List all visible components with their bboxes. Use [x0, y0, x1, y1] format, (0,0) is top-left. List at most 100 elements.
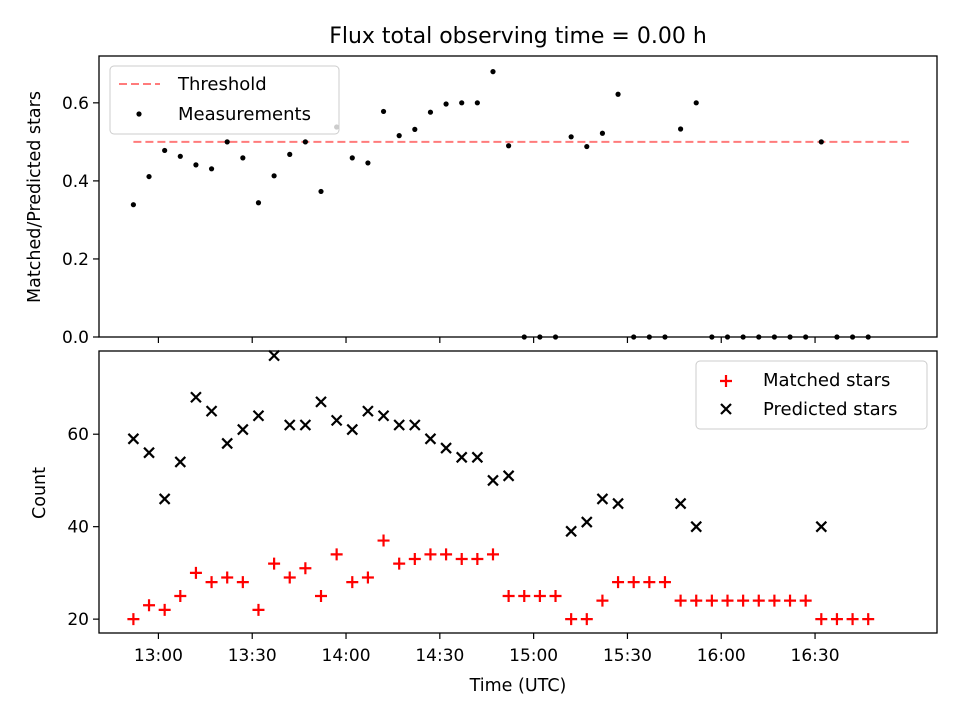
predicted-star-point [283, 419, 296, 431]
matched-star-point [143, 599, 156, 612]
bottom-legend: Matched stars Predicted stars [695, 360, 928, 430]
matched-star-point [252, 603, 265, 616]
predicted-star-point [502, 470, 515, 482]
measurement-point [615, 91, 621, 97]
matched-star-point [549, 590, 562, 603]
bottom-y-axis-ticks: 20 40 60 [67, 425, 99, 630]
measurement-point [568, 134, 574, 140]
top-y-tick-label: 0.0 [62, 328, 89, 348]
matched-star-point [455, 553, 468, 566]
top-axes-frame [98, 55, 938, 338]
matched-star-point [580, 613, 593, 626]
predicted-star-point [455, 451, 468, 464]
predicted-star-point [409, 419, 421, 431]
matched-star-point [221, 571, 234, 584]
chart-title: Flux total observing time = 0.00 h [329, 24, 707, 49]
bottom-legend-box [695, 360, 928, 430]
bottom-axes-frame [98, 350, 938, 634]
predicted-star-point [424, 433, 437, 445]
bottom-x-tick-label: 13:00 [134, 646, 183, 666]
measurement-point [240, 155, 246, 161]
matched-star-point [440, 548, 453, 561]
predicted-star-point [205, 405, 218, 417]
predicted-stars-points [127, 349, 828, 538]
measurement-point [412, 126, 418, 132]
matched-star-point [846, 613, 859, 626]
predicted-star-point [252, 409, 265, 422]
predicted-star-point [143, 446, 155, 459]
predicted-star-point [596, 493, 609, 505]
predicted-star-point [221, 437, 233, 450]
predicted-star-point [268, 349, 280, 362]
bottom-x-tick-label: 14:00 [322, 646, 371, 666]
matched-star-point [830, 613, 843, 626]
bottom-x-tick-label: 16:30 [791, 646, 840, 666]
predicted-star-point [299, 419, 312, 431]
matched-star-point [674, 594, 687, 607]
measurement-point [146, 173, 152, 180]
matched-star-point [471, 553, 484, 566]
measurement-point [365, 160, 371, 166]
predicted-star-point [127, 433, 140, 445]
bottom-x-tick-label: 15:00 [509, 646, 558, 666]
matched-stars-points [127, 534, 875, 626]
predicted-star-point [237, 423, 249, 436]
measurement-point [459, 100, 465, 106]
top-legend-box [109, 65, 340, 135]
matched-star-point [205, 576, 218, 589]
measurement-point [318, 188, 324, 195]
measurement-point [162, 147, 168, 154]
matched-star-point [174, 590, 187, 603]
predicted-star-point [158, 493, 171, 505]
top-legend: Threshold Measurements [109, 65, 340, 135]
bottom-y-tick-label: 20 [67, 610, 89, 630]
top-y-tick-label: 0.4 [62, 172, 89, 192]
top-panel: 0.0 0.2 0.4 0.6 Matched/Predicted stars Thr… [25, 55, 938, 348]
measurement-point [349, 155, 355, 161]
matched-star-point [330, 548, 343, 561]
matched-legend-marker [720, 375, 732, 387]
matched-star-point [643, 576, 656, 589]
matched-star-point [721, 594, 734, 607]
measurement-point [677, 126, 684, 132]
predicted-star-point [487, 474, 499, 487]
predicted-star-point [174, 456, 187, 468]
matched-star-point [784, 594, 797, 607]
matched-star-point [377, 534, 390, 547]
matched-star-point [752, 594, 765, 607]
matched-star-point [315, 590, 328, 603]
measurement-point [490, 69, 496, 75]
predicted-star-point [690, 520, 703, 533]
measurement-point [584, 143, 590, 150]
measurement-point [693, 100, 699, 106]
measurement-point [599, 130, 606, 136]
matched-star-point [299, 562, 312, 575]
matched-star-point [627, 576, 640, 589]
top-y-axis-label: Matched/Predicted stars [25, 91, 45, 303]
matched-star-point [799, 594, 812, 607]
matched-star-point [408, 553, 421, 566]
matched-star-point [737, 594, 750, 607]
matched-star-point [565, 613, 578, 626]
bottom-y-tick-label: 40 [67, 518, 89, 538]
predicted-star-point [674, 497, 687, 510]
matched-star-point [283, 571, 296, 584]
measurement-point [474, 100, 480, 106]
predicted-star-point [190, 391, 202, 404]
predicted-star-point [471, 451, 484, 464]
measurement-point [193, 162, 199, 168]
matched-star-point [518, 590, 531, 603]
matched-star-point [705, 594, 718, 607]
predicted-star-point [330, 414, 343, 427]
bottom-x-axis-ticks: 13:00 13:30 14:00 14:30 15:00 15:30 16:00 16:30 [134, 633, 840, 666]
matched-legend-label: Matched stars [763, 370, 890, 391]
matched-star-point [236, 576, 249, 589]
measurements-legend-marker [136, 111, 142, 117]
predicted-star-point [346, 423, 359, 436]
matched-star-point [268, 557, 281, 570]
measurements-legend-label: Measurements [178, 104, 311, 125]
bottom-x-tick-label: 13:30 [228, 646, 277, 666]
predicted-star-point [815, 520, 828, 533]
predicted-star-point [581, 516, 593, 528]
